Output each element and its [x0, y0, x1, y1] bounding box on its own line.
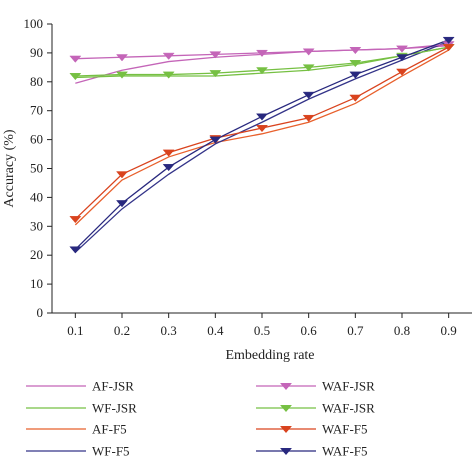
data-point-marker [349, 60, 362, 68]
data-point-marker [162, 149, 175, 157]
data-point-marker [209, 51, 222, 59]
y-tick-label: 10 [30, 276, 43, 291]
series-line [74, 40, 449, 253]
data-point-marker [69, 216, 82, 224]
data-point-marker [162, 71, 175, 79]
series-line [74, 49, 449, 226]
data-point-marker [255, 67, 269, 75]
y-tick-label: 60 [30, 132, 43, 147]
data-point-marker [209, 70, 222, 78]
data-point-marker [349, 94, 362, 102]
legend-label: WAF-F5 [322, 422, 368, 437]
x-tick-label: 0.9 [441, 323, 457, 338]
data-point-marker [395, 45, 409, 53]
legend-item: WAF-F5 [256, 422, 368, 437]
x-tick-label: 0.5 [254, 323, 270, 338]
x-tick-label: 0.3 [161, 323, 177, 338]
data-point-marker [209, 136, 222, 144]
y-tick-label: 40 [30, 189, 43, 204]
y-tick-label: 20 [30, 247, 43, 262]
y-axis-title: Accuracy (%) [2, 129, 17, 207]
data-point-marker [162, 164, 175, 172]
y-tick-label: 30 [30, 218, 43, 233]
data-point-marker [255, 49, 269, 57]
x-tick-label: 0.6 [301, 323, 318, 338]
data-point-marker [395, 68, 409, 76]
data-point-marker [349, 71, 362, 79]
y-tick-label: 50 [30, 161, 43, 176]
data-point-marker [302, 91, 315, 99]
series-markers [69, 36, 455, 254]
legend-label: WF-F5 [92, 444, 130, 459]
x-tick-label: 0.8 [394, 323, 410, 338]
y-tick-label: 80 [30, 74, 43, 89]
data-point-marker [115, 200, 129, 208]
data-point-marker [69, 246, 82, 254]
data-point-marker [349, 47, 362, 55]
y-tick-label: 70 [30, 103, 43, 118]
data-point-marker [162, 52, 175, 60]
legend-item: WAF-JSR [256, 401, 375, 416]
legend-swatch-marker [279, 405, 293, 413]
legend-label: AF-F5 [92, 422, 127, 437]
y-tick-label: 90 [30, 45, 43, 60]
legend-item: AF-F5 [26, 422, 127, 437]
x-axis-title: Embedding rate [225, 348, 314, 363]
legend-item: AF-JSR [26, 379, 134, 394]
axes: 0 10 20 30 40 50 60 70 80 90 100 0.1 0.2 0.3 0.4 0.5 0.6… [24, 16, 472, 338]
legend-label: WAF-JSR [322, 401, 375, 416]
legend-swatch-marker [279, 448, 293, 456]
data-point-marker [395, 54, 409, 62]
x-tick-label: 0.4 [207, 323, 224, 338]
data-point-marker [69, 55, 82, 63]
data-point-marker [302, 114, 315, 123]
legend-swatch-marker [279, 383, 293, 391]
y-tick-label: 100 [24, 16, 44, 31]
data-point-marker [255, 113, 269, 121]
x-tick-label: 0.1 [67, 323, 83, 338]
legend-item: WAF-JSR [256, 379, 375, 394]
data-point-marker [255, 125, 269, 133]
data-point-marker [115, 171, 129, 179]
data-point-marker [442, 36, 455, 44]
data-point-marker [302, 48, 315, 56]
legend-swatch-marker [279, 426, 293, 434]
legend-label: WF-JSR [92, 401, 137, 416]
legend-label: AF-JSR [92, 379, 134, 394]
y-tick-label: 0 [37, 305, 44, 320]
legend-item: WAF-F5 [256, 444, 368, 459]
x-tick-label: 0.2 [114, 323, 130, 338]
data-point-marker [115, 71, 129, 79]
data-point-marker [302, 64, 315, 72]
legend-label: WAF-JSR [322, 379, 375, 394]
data-point-marker [69, 73, 82, 81]
legend: AF-JSR WF-JSR AF-F5 WF-F5 WAF-JSR WAF-JSR WAF-… [26, 379, 375, 459]
data-point-marker [115, 54, 129, 62]
data-point-marker [442, 44, 455, 52]
legend-item: WF-F5 [26, 444, 130, 459]
x-tick-label: 0.7 [347, 323, 364, 338]
legend-item: WF-JSR [26, 401, 137, 416]
legend-label: WAF-F5 [322, 444, 368, 459]
